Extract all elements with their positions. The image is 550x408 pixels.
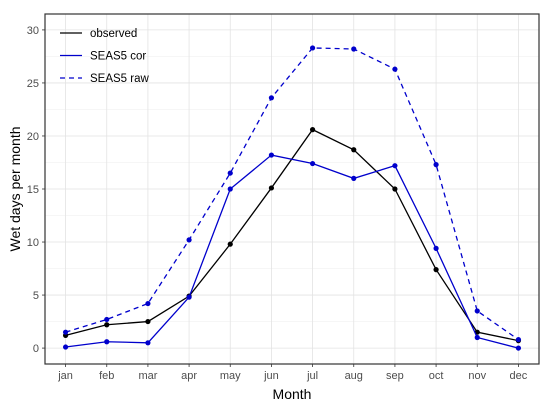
data-point-seas5-cor xyxy=(392,163,398,169)
data-point-seas5-raw xyxy=(268,95,275,101)
x-tick-label: nov xyxy=(468,370,486,382)
y-axis-title: Wet days per month xyxy=(7,126,23,251)
data-point-observed xyxy=(433,267,439,273)
legend: observed SEAS5 cor SEAS5 raw xyxy=(60,28,149,85)
data-point-seas5-cor xyxy=(474,334,480,341)
series-layer xyxy=(62,45,522,351)
x-tick-label: dec xyxy=(510,370,528,382)
data-point-seas5-raw xyxy=(351,46,357,52)
data-point-observed xyxy=(268,185,275,191)
data-point-seas5-cor xyxy=(227,186,233,192)
x-tick-label: jan xyxy=(57,370,73,382)
data-point-seas5-raw xyxy=(392,66,398,72)
series-line-seas5-cor xyxy=(65,154,519,349)
x-tick-label: jul xyxy=(306,370,318,382)
data-point-observed xyxy=(227,241,233,247)
minor-gridlines xyxy=(45,56,539,322)
y-tick-label: 25 xyxy=(27,78,39,90)
x-tick-label: jun xyxy=(263,370,279,382)
data-point-observed xyxy=(309,127,316,133)
y-tick-label: 30 xyxy=(27,25,39,37)
data-point-seas5-raw xyxy=(104,316,110,323)
data-point-seas5-cor xyxy=(268,152,275,158)
data-point-seas5-raw xyxy=(62,329,69,335)
x-tick-label: apr xyxy=(181,370,197,382)
legend-label: SEAS5 cor xyxy=(90,51,146,63)
legend-label: observed xyxy=(90,28,137,40)
data-point-seas5-cor xyxy=(309,160,316,167)
data-point-seas5-raw xyxy=(227,170,233,176)
data-point-seas5-raw xyxy=(474,308,480,314)
data-point-seas5-cor xyxy=(351,175,357,181)
y-axis: 0 5 10 15 20 25 30 xyxy=(27,25,45,355)
data-point-seas5-cor xyxy=(186,294,192,300)
data-point-observed xyxy=(351,147,357,153)
data-point-observed xyxy=(104,322,110,328)
x-axis: jan feb mar apr may jun jul aug sep oct nov dec xyxy=(57,364,528,382)
y-tick-label: 5 xyxy=(33,290,39,302)
x-tick-label: sep xyxy=(386,370,404,382)
y-tick-label: 10 xyxy=(27,237,39,249)
data-point-seas5-cor xyxy=(145,340,151,346)
x-tick-label: aug xyxy=(345,370,363,382)
y-tick-label: 0 xyxy=(33,343,39,355)
x-tick-label: may xyxy=(220,370,241,382)
legend-label: SEAS5 raw xyxy=(90,73,149,85)
x-axis-title: Month xyxy=(273,386,312,402)
y-tick-label: 15 xyxy=(27,184,39,196)
data-point-seas5-raw xyxy=(145,300,151,307)
data-point-seas5-raw xyxy=(433,162,439,168)
data-point-seas5-cor xyxy=(515,345,522,351)
data-point-seas5-raw xyxy=(515,337,522,343)
data-point-seas5-raw xyxy=(186,237,192,243)
data-point-seas5-cor xyxy=(62,344,69,350)
y-tick-label: 20 xyxy=(27,131,39,143)
data-point-observed xyxy=(392,186,398,192)
x-tick-label: feb xyxy=(99,370,114,382)
x-tick-label: oct xyxy=(429,370,444,382)
data-point-seas5-cor xyxy=(433,245,439,251)
data-point-seas5-raw xyxy=(309,45,316,51)
x-tick-label: mar xyxy=(138,370,157,382)
data-point-seas5-cor xyxy=(104,339,110,345)
data-point-observed xyxy=(145,318,151,325)
